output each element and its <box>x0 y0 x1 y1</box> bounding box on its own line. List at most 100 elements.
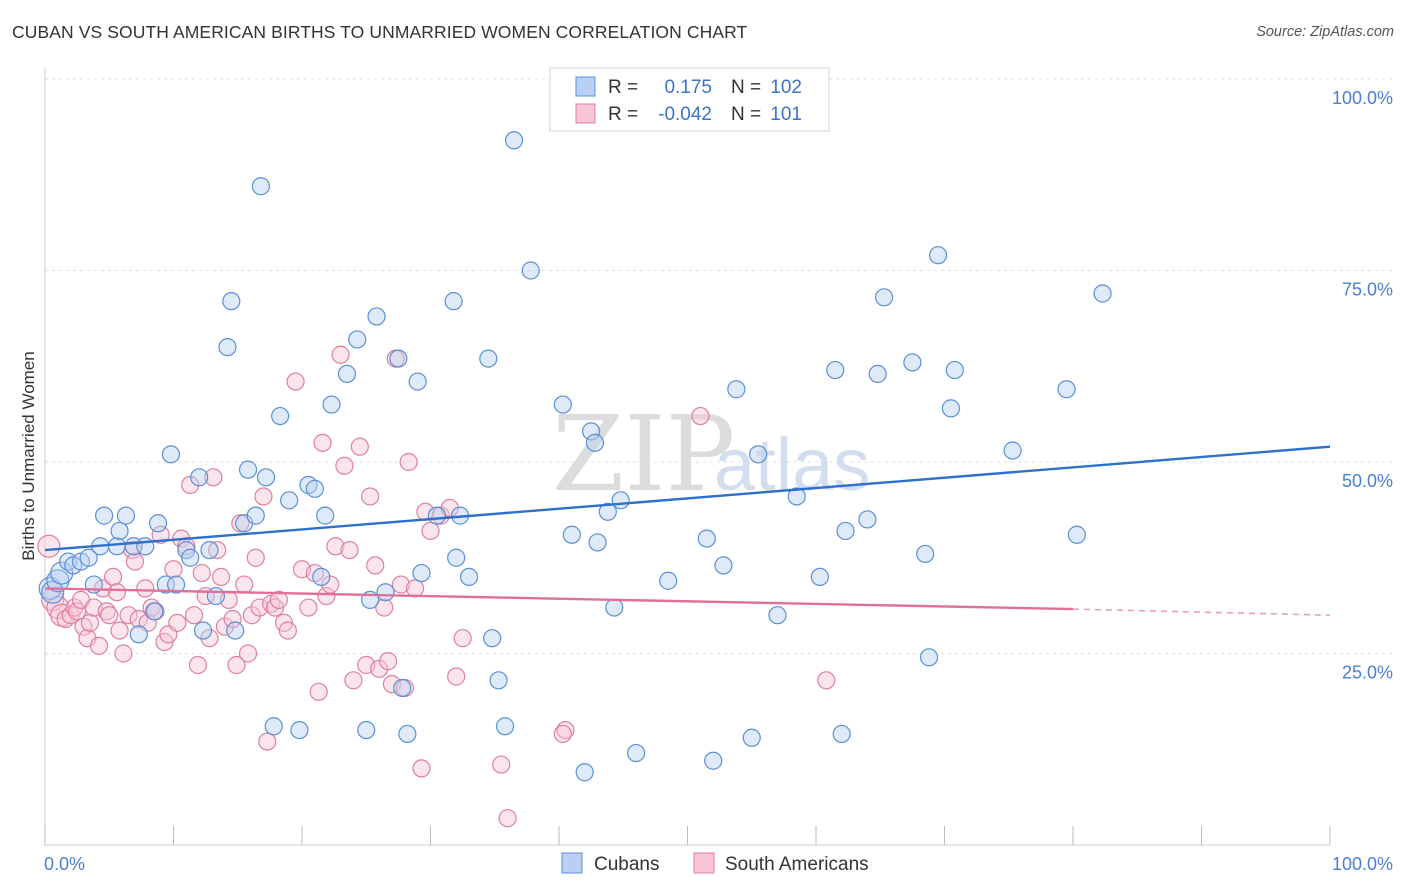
cubans-point-67 <box>553 395 572 414</box>
cubans-point-96 <box>928 246 948 265</box>
legend-n-label-south: N = <box>731 104 761 125</box>
cubans-point-27 <box>206 586 226 606</box>
south-americans-point-25 <box>136 579 155 598</box>
south-americans-point-98 <box>691 406 710 426</box>
south-americans-point-62 <box>286 372 305 391</box>
south-americans-swatch <box>575 103 596 124</box>
south-americans-point-86 <box>399 452 418 472</box>
south-americans-point-75 <box>350 437 369 456</box>
south-americans-point-18 <box>107 583 127 602</box>
y-tick-label-25: 25.0% <box>1342 663 1393 683</box>
legend-n-value-south: 101 <box>770 104 802 125</box>
cubans-point-45 <box>337 364 357 384</box>
cubans-point-55 <box>412 563 431 583</box>
south-americans-point-37 <box>184 606 204 625</box>
cubans-point-19 <box>156 575 175 594</box>
cubans-point-34 <box>251 177 270 196</box>
stats-legend: R = 0.175 N = 102 R = -0.042 N = 101 <box>549 67 830 132</box>
south-americans-point-77 <box>361 487 380 506</box>
cubans-point-75 <box>611 491 630 510</box>
south-americans-point-16 <box>100 606 119 625</box>
south-americans-point-0 <box>37 534 61 558</box>
cubans-point-79 <box>704 751 723 770</box>
south-americans-point-49 <box>231 514 250 533</box>
y-tick-label-100: 100.0% <box>1332 88 1393 108</box>
south-americans-point-53 <box>246 548 265 567</box>
cubans-point-87 <box>826 360 845 380</box>
cubans-point-1 <box>41 580 65 604</box>
cubans-point-83 <box>749 445 768 464</box>
cubans-point-20 <box>161 445 181 464</box>
cubans-point-99 <box>1003 441 1022 460</box>
cubans-point-26 <box>200 540 219 560</box>
south-americans-point-13 <box>89 636 109 655</box>
cubans-point-13 <box>116 506 136 525</box>
cubans-point-78 <box>697 529 716 548</box>
cubans-point-89 <box>836 521 855 541</box>
x-tick-label-min: 0.0% <box>44 854 85 874</box>
stats-legend-box <box>549 67 830 132</box>
south-americans-point-93 <box>447 667 466 686</box>
south-americans-point-24 <box>129 609 148 629</box>
cubans-point-41 <box>305 479 324 498</box>
watermark-atlas: atlas <box>714 423 870 506</box>
cubans-point-93 <box>903 353 922 372</box>
cubans-point-63 <box>489 671 508 690</box>
south-americans-point-42 <box>204 468 223 487</box>
cubans-point-102 <box>1093 284 1112 303</box>
legend-r-label-cubans: R = <box>608 77 638 98</box>
south-americans-point-59 <box>269 590 288 609</box>
south-americans-point-71 <box>331 345 350 364</box>
south-americans-point-23 <box>125 552 145 571</box>
cubans-point-72 <box>588 533 607 552</box>
cubans-point-61 <box>479 349 498 368</box>
south-americans-point-94 <box>453 629 472 648</box>
south-americans-point-33 <box>168 613 187 632</box>
south-americans-point-48 <box>227 655 246 675</box>
cubans-point-50 <box>376 583 395 602</box>
legend-n-label-cubans: N = <box>731 77 761 98</box>
south-americans-point-29 <box>151 525 170 544</box>
cubans-point-53 <box>398 724 417 744</box>
legend-r-value-cubans: 0.175 <box>664 77 712 98</box>
watermark-zip: ZIP <box>552 393 735 515</box>
south-americans-point-39 <box>192 563 211 583</box>
cubans-point-25 <box>193 621 213 640</box>
cubans-point-10 <box>95 506 114 525</box>
cubans-point-32 <box>238 460 258 479</box>
south-americans-point-20 <box>114 644 133 663</box>
south-americans-point-44 <box>211 567 231 587</box>
cubans-point-24 <box>190 468 209 487</box>
cubans-point-66 <box>521 261 540 280</box>
series-legend: Cubans South Americans <box>561 852 869 875</box>
cubans-point-51 <box>389 349 408 368</box>
cubans-point-49 <box>367 307 386 326</box>
cubans-point-23 <box>181 548 200 567</box>
cubans-point-37 <box>271 406 290 426</box>
cubans-point-94 <box>916 544 935 564</box>
cubans-point-81 <box>727 380 746 399</box>
legend-r-value-south: -0.042 <box>658 104 712 125</box>
source-label: Source: ZipAtlas.com <box>1256 24 1394 40</box>
cubans-point-56 <box>427 506 447 525</box>
south-americans-point-38 <box>188 655 208 675</box>
cubans-point-57 <box>444 292 463 311</box>
south-americans-point-45 <box>215 617 234 636</box>
cubans-point-92 <box>875 288 894 307</box>
south-americans-point-21 <box>119 606 138 625</box>
south-americans-point-73 <box>340 540 359 560</box>
south-americans-point-88 <box>412 759 431 778</box>
cubans-point-101 <box>1067 525 1086 544</box>
south-americans-point-17 <box>104 567 123 587</box>
legend-cubans-swatch <box>561 852 583 874</box>
cubans-point-46 <box>348 330 367 349</box>
cubans-point-21 <box>166 575 186 594</box>
cubans-swatch <box>575 76 596 97</box>
legend-south-americans-swatch <box>693 852 715 874</box>
y-axis-label: Births to Unmarried Women <box>19 351 38 560</box>
cubans-point-73 <box>598 502 617 521</box>
cubans-point-86 <box>810 567 829 587</box>
cubans-point-17 <box>145 602 164 621</box>
cubans-point-44 <box>322 395 341 414</box>
cubans-point-90 <box>858 510 877 529</box>
